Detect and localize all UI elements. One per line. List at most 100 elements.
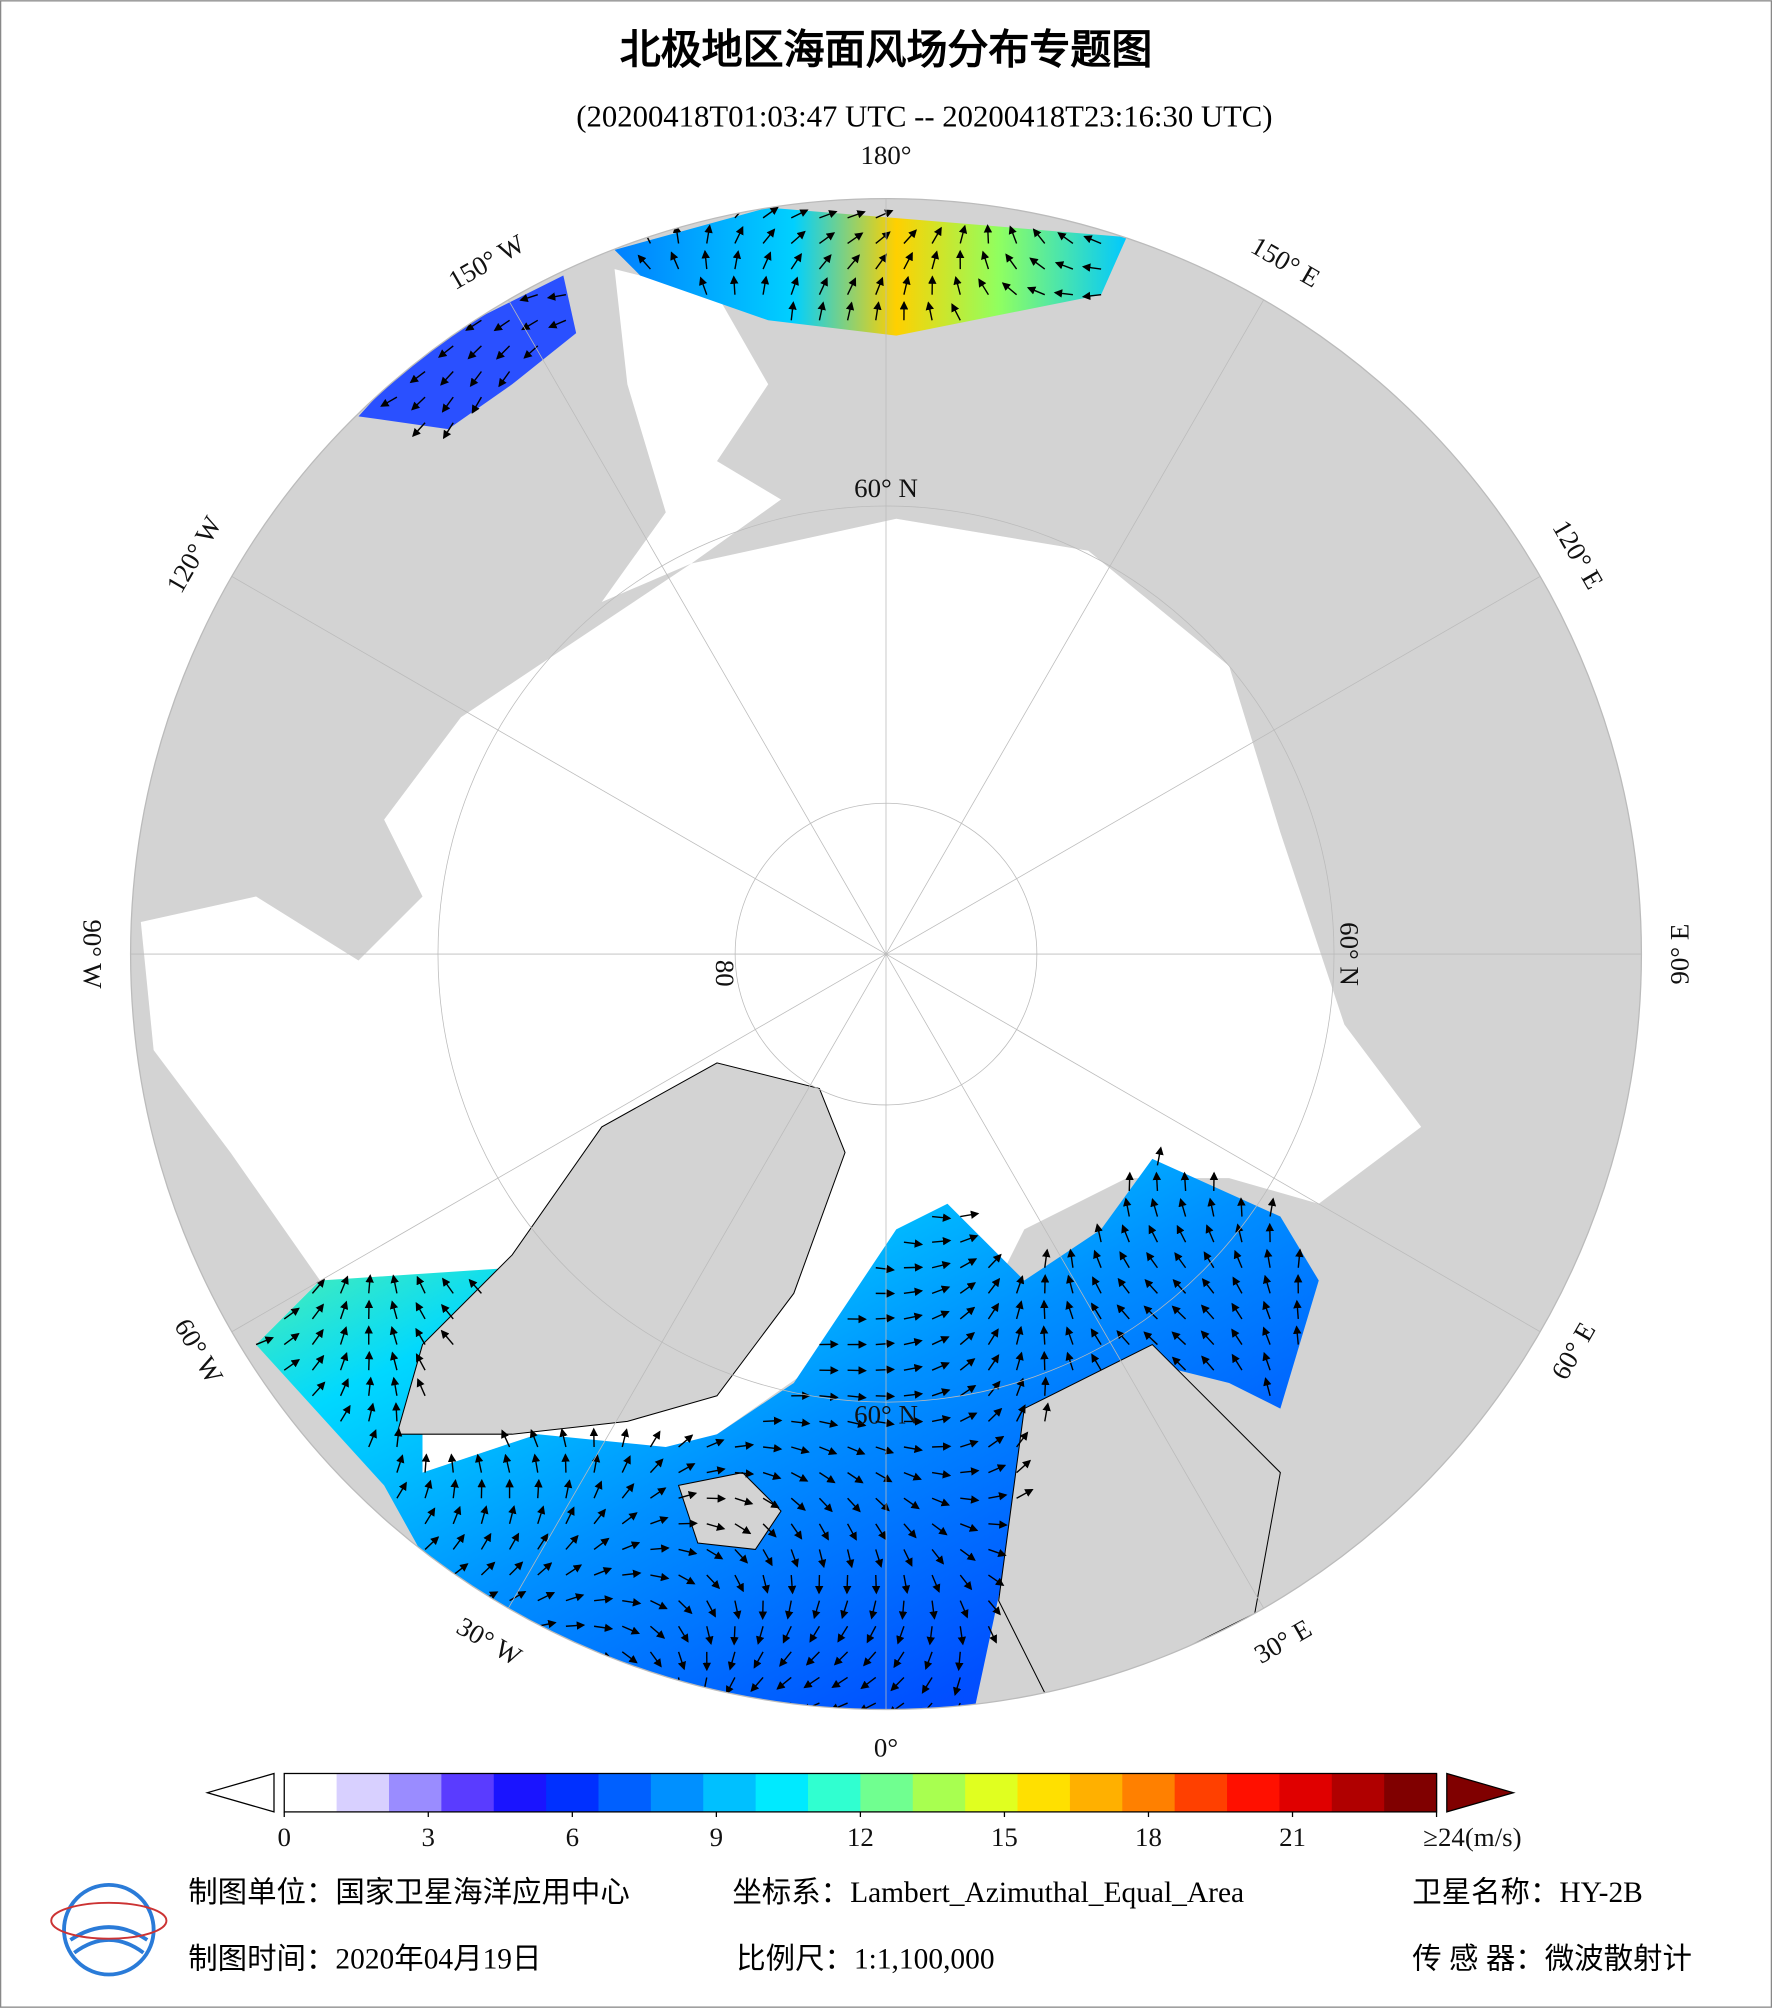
wind-arrow — [931, 1548, 945, 1565]
wind-arrow — [846, 1523, 857, 1541]
wind-arrow — [819, 1419, 839, 1428]
ocean — [140, 518, 1422, 1473]
wind-arrow — [959, 1258, 978, 1269]
wind-arrow — [734, 1523, 752, 1535]
wind-arrow — [1067, 1248, 1076, 1268]
colorbar-segment — [441, 1773, 495, 1812]
wind-arrow — [678, 1547, 698, 1557]
wind-arrow — [818, 277, 828, 295]
wind-arrow — [959, 1600, 969, 1619]
wind-arrow — [959, 1574, 973, 1591]
wind-arrow — [593, 1702, 609, 1710]
wind-arrow — [762, 1523, 777, 1538]
wind-arrow — [831, 1676, 848, 1688]
colorbar-segment — [650, 1773, 704, 1812]
wind-arrow — [875, 1391, 896, 1401]
wind-arrow — [960, 1439, 979, 1448]
colorbar-segment — [965, 1773, 1019, 1812]
wind-arrow — [1121, 1224, 1130, 1243]
wind-arrow — [903, 229, 917, 244]
wind-arrow — [565, 1564, 583, 1576]
wind-arrow — [678, 1463, 696, 1474]
wind-arrow — [875, 1523, 887, 1541]
wind-arrow — [1171, 1356, 1187, 1371]
wind-arrow — [447, 1453, 457, 1473]
wind-arrow — [733, 1600, 742, 1620]
wind-arrow — [1029, 257, 1046, 270]
wind-arrow — [818, 1497, 833, 1513]
wind-arrow — [959, 1548, 976, 1561]
wind-arrow — [763, 1444, 783, 1453]
wind-arrow — [621, 1512, 638, 1525]
wind-arrow — [408, 345, 426, 355]
wind-arrow — [875, 231, 891, 245]
wind-arrow — [1054, 261, 1074, 270]
wind-arrow — [649, 1430, 661, 1448]
wind-arrow — [863, 1651, 877, 1667]
wind-arrow — [649, 1677, 659, 1696]
wind-arrow — [365, 1274, 374, 1294]
wind-arrow — [903, 1312, 923, 1321]
wind-arrow — [760, 275, 770, 295]
wind-arrow — [785, 1600, 794, 1620]
wind-arrow — [774, 1702, 792, 1710]
colorbar-segment — [1227, 1773, 1281, 1812]
meridian-label: 30° E — [1249, 1613, 1317, 1669]
parallel-label: 60° N — [854, 1400, 918, 1430]
wind-arrow — [932, 1442, 952, 1451]
colorbar-segment — [808, 1773, 862, 1812]
wind-arrow — [1081, 291, 1102, 301]
wind-arrow — [1005, 253, 1018, 270]
wind-arrow — [339, 1378, 349, 1397]
wind-arrow — [932, 1236, 952, 1246]
wind-arrow — [903, 1338, 923, 1347]
wind-arrow — [1015, 1351, 1024, 1371]
wind-arrow — [987, 1600, 1001, 1616]
wind-arrow — [593, 1537, 610, 1550]
wind-arrow — [670, 251, 680, 270]
wind-arrow — [1264, 1248, 1273, 1268]
wind-arrow — [493, 319, 510, 332]
wind-arrow — [1015, 1404, 1026, 1422]
wind-arrow — [706, 1466, 726, 1475]
wind-arrow — [593, 1567, 613, 1576]
wind-arrow — [480, 1561, 496, 1576]
wind-arrow — [762, 228, 776, 244]
wind-arrow — [452, 1505, 462, 1525]
wind-arrow — [875, 1339, 896, 1348]
colorbar-segment — [860, 1773, 914, 1812]
meridian — [885, 576, 1541, 955]
parallel — [734, 802, 1038, 1106]
meridian — [885, 953, 1541, 1333]
wind-arrow — [929, 1600, 938, 1620]
colorbar-tick-label: 3 — [422, 1822, 435, 1852]
wind-arrow — [452, 1533, 465, 1550]
wind-arrow — [637, 254, 651, 270]
ocean — [601, 269, 782, 602]
wind-arrow — [534, 1478, 543, 1499]
wind-arrow — [809, 1625, 821, 1643]
wind-arrow — [734, 1441, 755, 1450]
wind-arrow — [1094, 1223, 1103, 1243]
wind-arrow — [364, 1350, 374, 1371]
logo — [50, 1882, 168, 1977]
wind-arrow — [987, 1302, 1000, 1320]
wind-arrow — [1150, 1197, 1159, 1217]
wind-arrow — [469, 371, 482, 387]
wind-arrow — [988, 1574, 1005, 1587]
wind-arrow — [1032, 228, 1046, 244]
wind-arrow — [1092, 1276, 1102, 1294]
wind-arrow — [498, 371, 511, 388]
wind-arrow — [931, 1388, 951, 1397]
wind-arrow — [833, 1651, 849, 1666]
wind-arrow — [790, 230, 806, 245]
wind-arrow — [1119, 1251, 1130, 1269]
greenland — [396, 1062, 846, 1435]
wind-arrow — [903, 1549, 913, 1567]
wind-arrow — [621, 1676, 636, 1692]
wind-arrow — [1123, 1197, 1132, 1217]
wind-arrow — [817, 301, 826, 321]
parallel-label: 80 — [710, 960, 740, 987]
